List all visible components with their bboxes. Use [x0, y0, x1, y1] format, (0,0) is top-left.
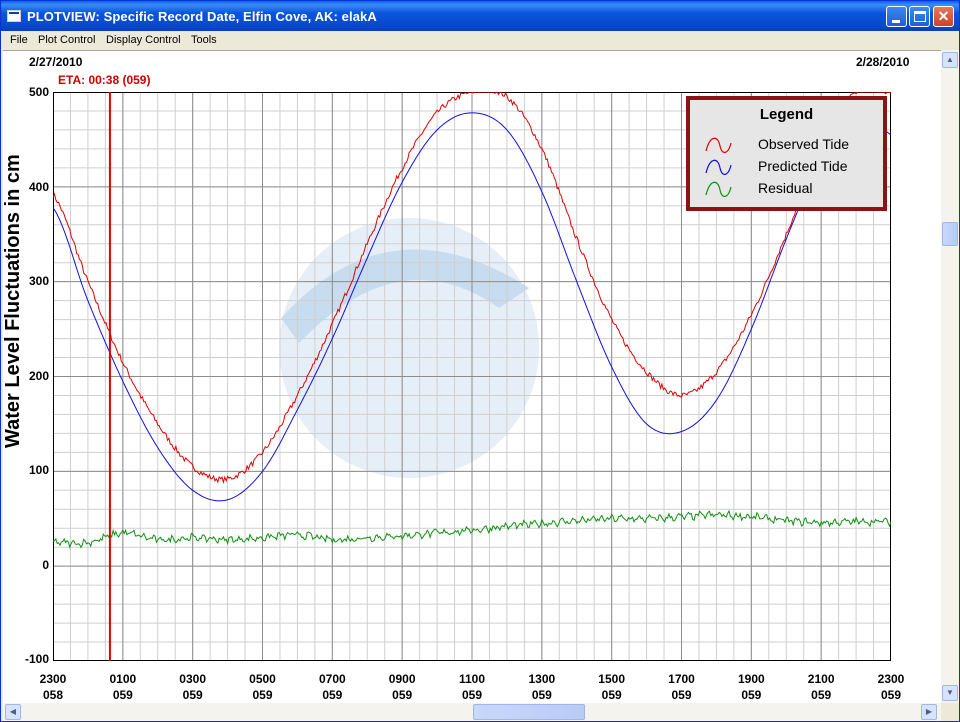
end-date-label: 2/28/2010: [856, 55, 910, 69]
x-tick-time: 0100: [109, 672, 137, 686]
series-line-predicted-tide: [53, 100, 891, 502]
vertical-scrollbar[interactable]: ▲ ▼: [941, 50, 959, 703]
y-tick-label: -100: [24, 652, 49, 666]
x-tick-label: 0100 059: [101, 671, 145, 703]
legend-entry-predicted: Predicted Tide: [704, 157, 884, 177]
x-tick-label: 1900 059: [729, 671, 773, 703]
x-tick-time: 2100: [807, 672, 835, 686]
menu-tools[interactable]: Tools: [191, 34, 217, 46]
legend-label: Observed Tide: [758, 136, 850, 152]
x-tick-time: 0300: [179, 672, 206, 686]
legend-entry-observed: Observed Tide: [704, 135, 884, 155]
x-tick-day: 059: [601, 688, 622, 702]
x-tick-time: 1500: [598, 672, 625, 686]
x-tick-time: 0500: [249, 672, 276, 686]
legend: Legend Observed Tide Predicted Tide Resi…: [686, 96, 887, 211]
y-tick-label: 400: [28, 180, 49, 194]
x-tick-label: 2300 059: [869, 671, 913, 703]
legend-label: Predicted Tide: [758, 158, 848, 174]
y-tick-label: 100: [28, 463, 49, 477]
menu-display-control[interactable]: Display Control: [106, 34, 181, 46]
menu-bar: File Plot Control Display Control Tools: [1, 31, 959, 50]
y-tick-label: 500: [28, 85, 49, 99]
close-button[interactable]: ✕: [933, 6, 954, 27]
scroll-up-icon[interactable]: ▲: [942, 52, 958, 68]
tide-chart[interactable]: [53, 92, 891, 661]
window-title: PLOTVIEW: Specific Record Date, Elfin Co…: [27, 9, 377, 24]
residual-swatch-icon: [705, 181, 732, 197]
x-tick-day: 059: [182, 688, 203, 702]
observed-tide-swatch-icon: [705, 137, 732, 153]
y-tick-label: 300: [28, 274, 49, 288]
legend-entry-residual: Residual: [704, 179, 884, 199]
horizontal-scroll-thumb[interactable]: [473, 704, 585, 720]
x-tick-day: 059: [811, 688, 832, 702]
scroll-down-icon[interactable]: ▼: [942, 685, 958, 701]
maximize-icon: [914, 11, 926, 22]
legend-title: Legend: [759, 106, 814, 123]
x-tick-label: 1700 059: [660, 671, 704, 703]
x-tick-day: 059: [531, 688, 552, 702]
noaa-watermark-bird-icon: [281, 249, 530, 344]
y-axis-title: Water Level Fluctuations in cm: [2, 154, 24, 448]
x-tick-day: 059: [741, 688, 762, 702]
menu-file[interactable]: File: [10, 34, 28, 46]
scrollbar-corner: [941, 703, 959, 721]
maximize-button[interactable]: [909, 6, 930, 27]
x-tick-day: 059: [671, 688, 692, 702]
x-tick-day: 058: [42, 688, 64, 702]
series-line-observed-tide: [53, 92, 891, 485]
scroll-right-icon[interactable]: ▶: [921, 704, 937, 720]
x-tick-day: 059: [322, 688, 343, 702]
x-tick-label: 1100 059: [450, 671, 494, 703]
vertical-scroll-thumb[interactable]: [942, 222, 958, 246]
x-tick-label: 0900 059: [380, 671, 424, 703]
x-tick-time: 2300: [39, 672, 67, 686]
app-icon: [7, 10, 21, 22]
close-icon: ✕: [937, 8, 950, 24]
horizontal-scrollbar[interactable]: ◀ ▶: [3, 703, 941, 721]
x-tick-day: 059: [252, 688, 273, 702]
scroll-left-icon[interactable]: ◀: [5, 704, 21, 720]
x-tick-time: 1300: [528, 672, 556, 686]
x-tick-label: 1500 059: [590, 671, 634, 703]
x-tick-label: 2300 058: [31, 671, 75, 703]
y-tick-label: 0: [42, 558, 49, 572]
minimize-icon: [892, 20, 900, 23]
x-tick-label: 2100 059: [799, 671, 843, 703]
x-tick-day: 059: [880, 688, 902, 702]
x-tick-day: 059: [112, 688, 133, 702]
x-tick-label: 0500 059: [241, 671, 285, 703]
title-bar[interactable]: PLOTVIEW: Specific Record Date, Elfin Co…: [1, 1, 959, 31]
x-tick-label: 1300 059: [520, 671, 564, 703]
x-tick-day: 059: [461, 688, 483, 702]
x-tick-day: 059: [392, 688, 413, 702]
y-tick-label: 200: [28, 369, 49, 383]
x-tick-time: 0700: [318, 672, 346, 686]
x-tick-time: 1900: [737, 672, 765, 686]
x-tick-time: 1100: [458, 672, 486, 686]
predicted-tide-swatch-icon: [705, 159, 732, 175]
menu-plot-control[interactable]: Plot Control: [38, 34, 96, 46]
x-tick-time: 1700: [668, 672, 695, 686]
minimize-button[interactable]: [886, 6, 907, 27]
x-tick-label: 0300 059: [171, 671, 215, 703]
x-tick-time: 0900: [388, 672, 416, 686]
series-line-residual: [53, 509, 891, 549]
legend-label: Residual: [758, 180, 813, 196]
x-tick-time: 2300: [877, 672, 905, 686]
x-tick-label: 0700 059: [310, 671, 354, 703]
start-date-label: 2/27/2010: [29, 55, 83, 69]
eta-label: ETA: 00:38 (059): [58, 73, 151, 87]
